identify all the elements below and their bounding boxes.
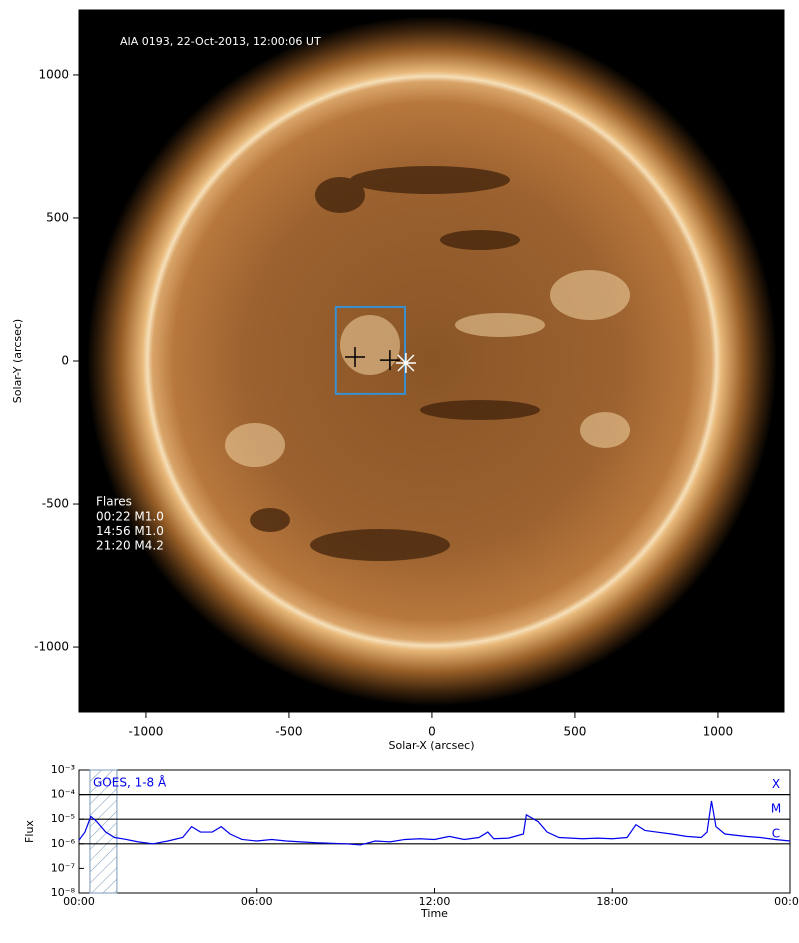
x-tick-label: 0 (428, 725, 436, 739)
legend-entry: 14:56 M1.0 (96, 524, 164, 538)
y-tick-label: 10⁻⁵ (51, 812, 75, 825)
legend-entry: GOES, 1-8 Å (93, 775, 167, 790)
legend-entry: 21:20 M4.2 (96, 539, 164, 553)
y-tick-label: 0 (61, 354, 69, 368)
x-tick-label: 500 (563, 725, 586, 739)
region-box (334, 305, 407, 395)
y-tick-label: 1000 (38, 67, 69, 81)
y-axis-label: Solar-Y (arcsec) (11, 319, 24, 403)
threshold-label: M (771, 802, 781, 816)
solar-image (79, 10, 784, 712)
x-tick-label: 00:00 (63, 895, 95, 908)
y-tick-label: 10⁻³ (51, 763, 75, 776)
hatched-interval (89, 769, 118, 894)
legend-title: Flares (96, 495, 132, 509)
x-tick-label: -500 (275, 725, 302, 739)
y-tick-label: -1000 (34, 640, 69, 654)
y-tick-label: 10⁻⁴ (51, 788, 76, 801)
sun-disk (87, 16, 777, 706)
bright-regions (225, 270, 630, 467)
plot-frame (78, 769, 791, 894)
x-tick-label: 1000 (703, 725, 734, 739)
x-tick-label: 06:00 (241, 895, 273, 908)
x-tick-label: 12:00 (419, 895, 451, 908)
legend-entry: 00:22 M1.0 (96, 510, 164, 524)
y-tick-label: -500 (42, 497, 69, 511)
y-tick-label: 10⁻⁸ (51, 886, 76, 899)
y-tick-label: 500 (46, 210, 69, 224)
x-axis-label: Solar-X (arcsec) (389, 739, 475, 752)
threshold-label: C (772, 826, 780, 840)
x-tick-label: -1000 (128, 725, 163, 739)
y-tick-label: 10⁻⁶ (51, 837, 76, 850)
threshold-label: X (772, 777, 780, 791)
flare-marker (395, 353, 416, 374)
flare-marker (379, 350, 400, 371)
dark-regions (250, 166, 540, 561)
x-tick-label: 18:00 (596, 895, 628, 908)
y-tick-label: 10⁻⁷ (51, 861, 75, 874)
flux-line (78, 800, 791, 846)
x-axis-label: Time (420, 907, 448, 920)
x-tick-label: 00:00 (774, 895, 799, 908)
flare-marker (344, 346, 365, 367)
y-axis-label: Flux (23, 820, 36, 843)
image-title: AIA 0193, 22-Oct-2013, 12:00:06 UT (120, 35, 321, 48)
